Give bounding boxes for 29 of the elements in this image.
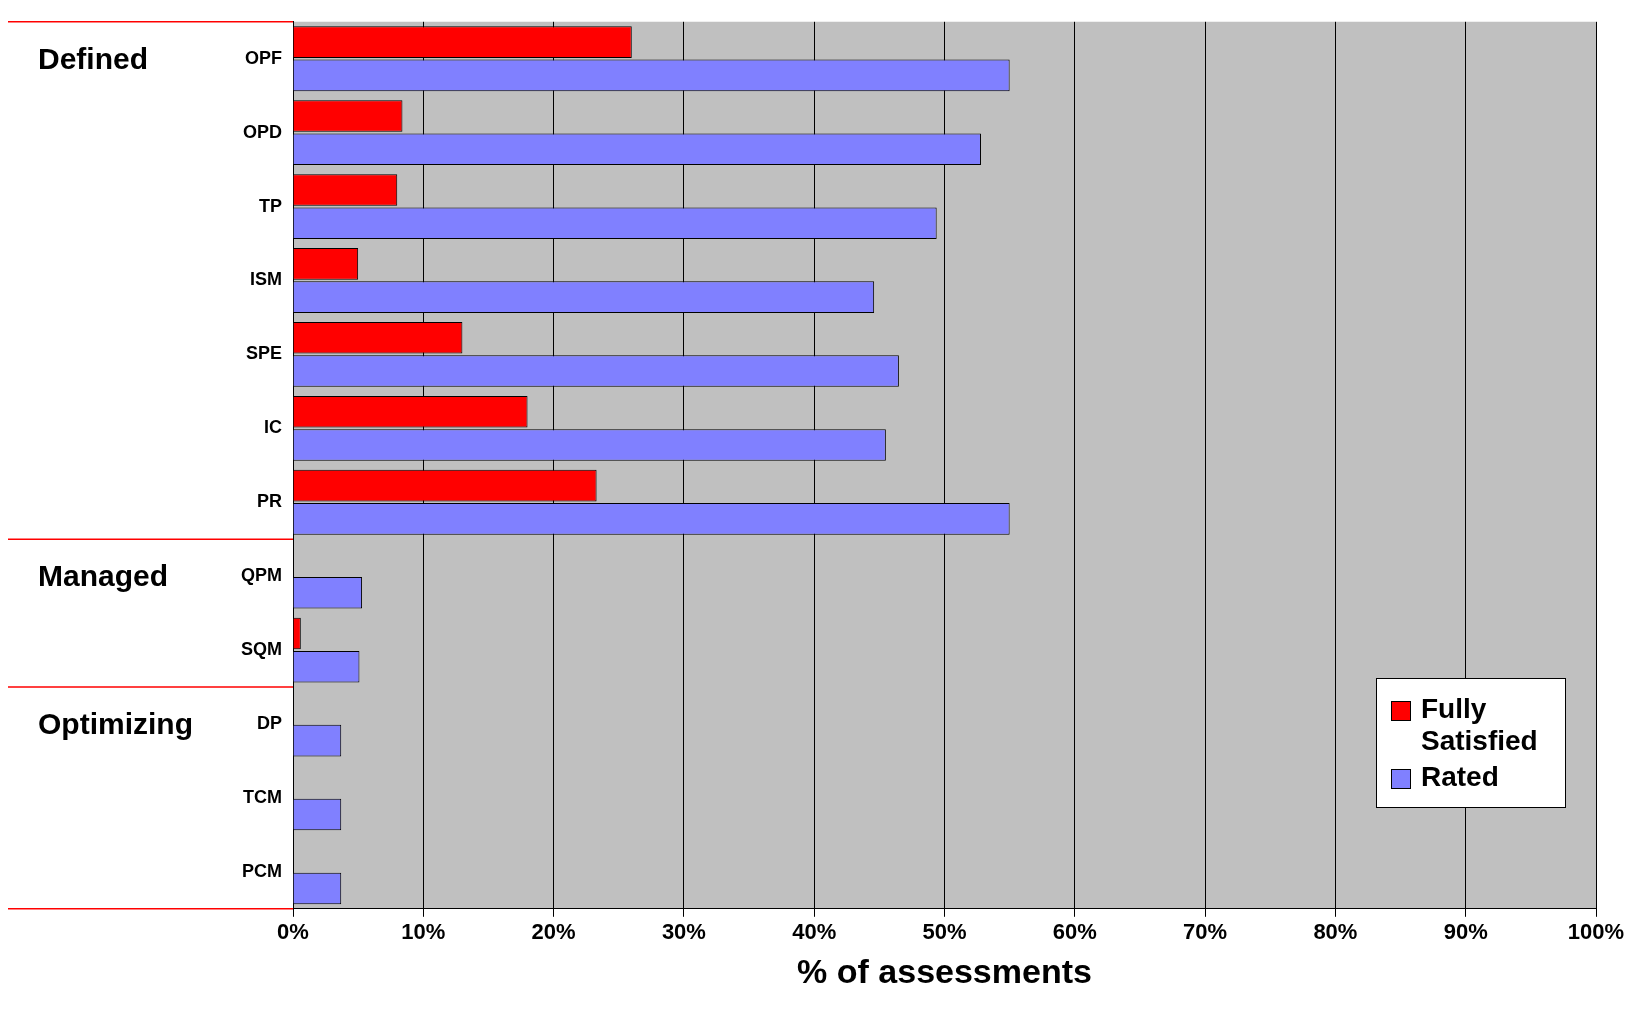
x-tick-label: 80% [1313, 919, 1358, 945]
x-axis-title: % of assessments [797, 951, 1092, 990]
y-tick-label: DP [256, 712, 282, 733]
y-tick-label: OPD [242, 121, 282, 142]
y-tick-label: SPE [245, 343, 282, 364]
text: Optimizing [38, 707, 193, 741]
y-tick-label: TCM [243, 786, 282, 807]
x-tick-label: 0% [277, 919, 309, 945]
x-tick-label: 30% [661, 919, 706, 945]
x-tick-label: 20% [531, 919, 576, 945]
legend-label: Rated [1421, 761, 1500, 793]
y-tick-label: IC [264, 417, 282, 438]
y-tick-label: QPM [240, 565, 282, 586]
x-tick-label: 60% [1052, 919, 1097, 945]
y-tick-label: PR [256, 491, 282, 512]
x-tick-label: 50% [922, 919, 967, 945]
text: Managed [38, 559, 169, 593]
x-tick-label: 40% [792, 919, 837, 945]
y-tick-label: PCM [242, 860, 282, 881]
x-tick-label: 70% [1183, 919, 1228, 945]
y-tick-label: TP [258, 195, 282, 216]
text: Defined [38, 42, 149, 76]
x-tick-label: 10% [401, 919, 446, 945]
y-tick-label: SQM [240, 639, 282, 660]
legend-label: Fully Satisfied [1421, 693, 1539, 757]
y-tick-label: OPF [244, 47, 282, 68]
y-tick-label: ISM [249, 269, 282, 290]
x-tick-label: 100% [1567, 919, 1625, 945]
x-tick-label: 90% [1443, 919, 1488, 945]
